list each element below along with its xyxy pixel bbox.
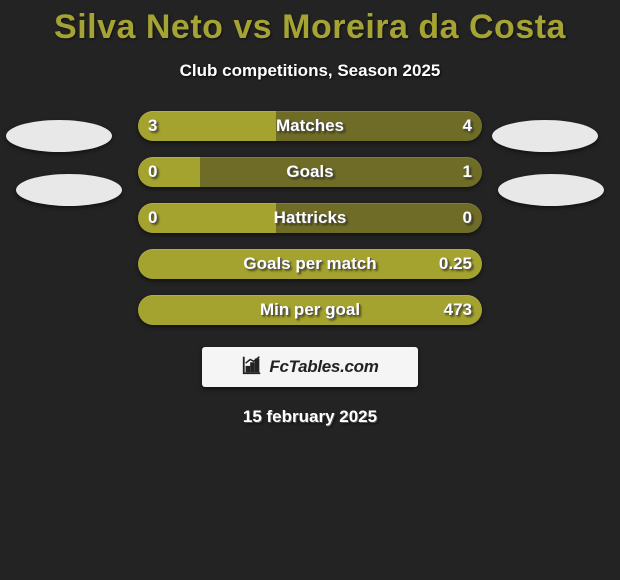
- stat-row: 0Hattricks0: [0, 203, 620, 237]
- stat-value-right: 0: [463, 208, 472, 228]
- stat-value-left: 3: [148, 116, 157, 136]
- stat-row: Min per goal473: [0, 295, 620, 329]
- stat-row: Goals per match0.25: [0, 249, 620, 283]
- player-photo-placeholder: [498, 174, 604, 206]
- stat-bar-fill: [138, 111, 276, 141]
- stat-bar-fill: [138, 249, 482, 279]
- stat-bar: 0Goals1: [138, 157, 482, 187]
- stat-bar: Goals per match0.25: [138, 249, 482, 279]
- stat-value-left: 0: [148, 208, 157, 228]
- stat-bar: 3Matches4: [138, 111, 482, 141]
- stat-bar: Min per goal473: [138, 295, 482, 325]
- stat-bar-fill: [138, 295, 482, 325]
- comparison-subtitle: Club competitions, Season 2025: [0, 61, 620, 81]
- stat-value-right: 0.25: [439, 254, 472, 274]
- brand-chart-icon: [241, 354, 263, 381]
- stat-value-right: 473: [444, 300, 472, 320]
- stat-value-left: 0: [148, 162, 157, 182]
- player-photo-placeholder: [16, 174, 122, 206]
- comparison-title: Silva Neto vs Moreira da Costa: [0, 0, 620, 47]
- player-photo-placeholder: [492, 120, 598, 152]
- player-photo-placeholder: [6, 120, 112, 152]
- brand-text: FcTables.com: [269, 357, 378, 377]
- stat-value-right: 1: [463, 162, 472, 182]
- stat-value-right: 4: [463, 116, 472, 136]
- stat-bar: 0Hattricks0: [138, 203, 482, 233]
- stat-bar-fill: [138, 203, 276, 233]
- brand-badge: FcTables.com: [202, 347, 418, 387]
- comparison-date: 15 february 2025: [0, 407, 620, 427]
